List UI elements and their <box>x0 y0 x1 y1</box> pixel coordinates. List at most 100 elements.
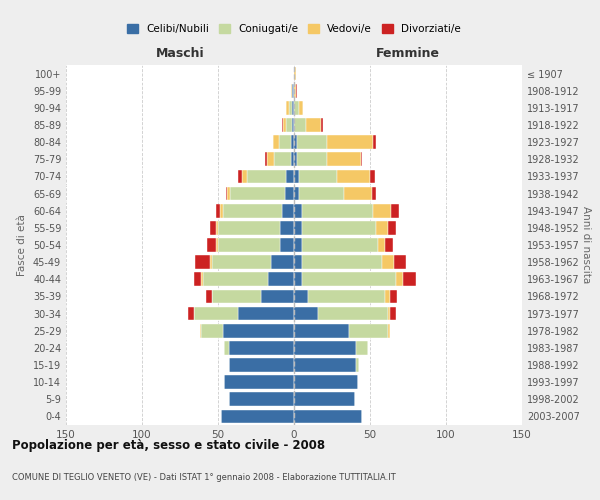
Y-axis label: Anni di nascita: Anni di nascita <box>581 206 591 284</box>
Bar <box>274 152 291 166</box>
Bar <box>226 186 227 200</box>
Bar <box>294 204 302 218</box>
Bar <box>271 256 294 269</box>
Bar <box>286 170 294 183</box>
Bar <box>218 221 280 234</box>
Bar <box>294 290 308 304</box>
Bar <box>390 306 396 320</box>
Bar <box>280 238 294 252</box>
Bar <box>296 84 297 98</box>
Bar <box>247 170 286 183</box>
Text: Maschi: Maschi <box>155 47 205 60</box>
Bar <box>282 118 283 132</box>
Bar <box>396 272 403 286</box>
Bar <box>294 358 356 372</box>
Bar <box>292 101 294 114</box>
Bar <box>294 118 306 132</box>
Bar <box>289 101 292 114</box>
Bar <box>390 290 397 304</box>
Bar <box>291 136 294 149</box>
Bar <box>344 186 371 200</box>
Bar <box>223 324 294 338</box>
Bar <box>294 376 358 389</box>
Bar <box>195 256 211 269</box>
Bar <box>217 221 218 234</box>
Bar <box>299 186 344 200</box>
Bar <box>294 152 297 166</box>
Bar <box>294 341 356 354</box>
Bar <box>238 306 294 320</box>
Bar <box>294 392 355 406</box>
Bar <box>282 204 294 218</box>
Bar <box>188 306 194 320</box>
Bar <box>388 306 390 320</box>
Bar <box>388 324 390 338</box>
Bar <box>224 341 229 354</box>
Bar <box>265 152 266 166</box>
Bar <box>223 204 282 218</box>
Bar <box>377 238 385 252</box>
Bar <box>294 256 302 269</box>
Bar <box>227 186 230 200</box>
Bar <box>322 118 323 132</box>
Bar <box>229 341 294 354</box>
Bar <box>328 152 361 166</box>
Bar <box>370 170 374 183</box>
Bar <box>297 152 328 166</box>
Bar <box>238 170 242 183</box>
Bar <box>211 221 217 234</box>
Bar <box>308 290 385 304</box>
Bar <box>294 221 302 234</box>
Bar <box>373 204 391 218</box>
Bar <box>394 256 406 269</box>
Bar <box>224 376 294 389</box>
Bar <box>212 290 260 304</box>
Bar <box>273 136 279 149</box>
Bar <box>280 221 294 234</box>
Bar <box>294 66 296 80</box>
Legend: Celibi/Nubili, Coniugati/e, Vedovi/e, Divorziati/e: Celibi/Nubili, Coniugati/e, Vedovi/e, Di… <box>123 20 465 38</box>
Bar <box>211 256 212 269</box>
Bar <box>229 392 294 406</box>
Bar <box>194 272 201 286</box>
Bar <box>203 272 268 286</box>
Bar <box>299 170 337 183</box>
Bar <box>294 238 302 252</box>
Bar <box>221 410 294 424</box>
Bar <box>268 272 294 286</box>
Bar <box>206 290 212 304</box>
Bar <box>200 324 201 338</box>
Bar <box>260 290 294 304</box>
Bar <box>302 221 376 234</box>
Bar <box>292 84 294 98</box>
Bar <box>212 256 271 269</box>
Bar <box>286 118 292 132</box>
Bar <box>319 306 388 320</box>
Bar <box>299 101 303 114</box>
Bar <box>356 341 368 354</box>
Bar <box>391 204 399 218</box>
Bar <box>217 238 218 252</box>
Bar <box>294 136 297 149</box>
Bar <box>297 136 328 149</box>
Bar <box>279 136 291 149</box>
Bar <box>294 272 302 286</box>
Bar <box>217 204 220 218</box>
Text: Femmine: Femmine <box>376 47 440 60</box>
Text: Popolazione per età, sesso e stato civile - 2008: Popolazione per età, sesso e stato civil… <box>12 440 325 452</box>
Bar <box>286 101 289 114</box>
Bar <box>242 170 247 183</box>
Bar <box>385 290 390 304</box>
Bar <box>201 272 203 286</box>
Bar <box>294 306 319 320</box>
Bar <box>294 84 296 98</box>
Bar <box>291 84 292 98</box>
Bar <box>361 152 362 166</box>
Y-axis label: Fasce di età: Fasce di età <box>17 214 27 276</box>
Bar <box>388 221 396 234</box>
Bar <box>201 324 223 338</box>
Bar <box>220 204 223 218</box>
Bar <box>266 152 274 166</box>
Bar <box>371 186 376 200</box>
Bar <box>356 358 359 372</box>
